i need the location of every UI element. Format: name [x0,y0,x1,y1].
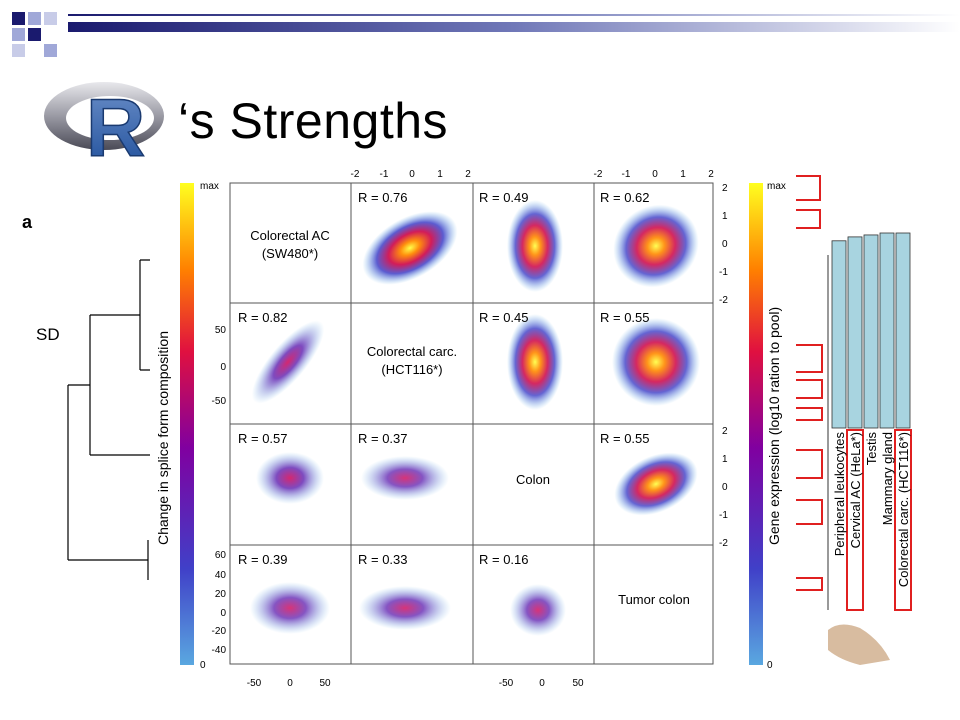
svg-text:-50: -50 [499,678,514,689]
header-rule [68,14,960,16]
bar [847,236,863,429]
diag-label-1a: Colorectal carc. [367,344,457,359]
bar-label: Cervical AC (HeLa*) [848,432,863,548]
corr-label: R = 0.37 [358,431,408,446]
corr-label: R = 0.62 [600,190,650,205]
matrix-grid [229,182,714,665]
corner-square-1 [12,12,25,25]
svg-text:0: 0 [220,608,226,619]
svg-text:-50: -50 [247,678,262,689]
svg-text:2: 2 [722,183,728,194]
svg-text:-2: -2 [594,169,603,180]
svg-text:50: 50 [319,678,331,689]
svg-text:0: 0 [539,678,545,689]
bottom-axis-ticks: -50 0 50 -50 0 50 [247,678,584,689]
corner-square-3 [44,12,57,25]
top-axis-ticks: -2 -1 0 1 2 -2 -1 0 1 2 [351,169,715,180]
bar-label: Testis [864,432,879,466]
svg-text:-2: -2 [719,295,728,306]
svg-text:-50: -50 [212,396,227,407]
svg-text:0: 0 [722,239,728,250]
correlation-labels: R = 0.76 R = 0.49 R = 0.62 R = 0.82 R = … [238,190,650,567]
svg-text:1: 1 [437,169,443,180]
corr-label: R = 0.45 [479,310,529,325]
panel-label: a [22,212,33,232]
right-colorbar-max: max [767,181,786,192]
svg-text:2: 2 [722,426,728,437]
diag-label-0a: Colorectal AC [250,228,329,243]
dendrogram-label: SD [36,325,60,344]
corner-square-6 [12,44,25,57]
svg-text:1: 1 [722,211,728,222]
svg-text:-40: -40 [212,645,227,656]
svg-text:-1: -1 [719,510,728,521]
svg-text:2: 2 [465,169,471,180]
right-colorbar [749,183,763,665]
left-axis-ticks: 50 0 -50 60 40 20 0 -20 -40 [212,325,227,656]
right-colorbar-min: 0 [767,660,773,671]
diag-label-2: Colon [516,472,550,487]
svg-text:-20: -20 [212,626,227,637]
svg-text:0: 0 [722,482,728,493]
svg-text:-2: -2 [719,538,728,549]
svg-text:0: 0 [287,678,293,689]
dendrogram [67,259,150,580]
svg-text:0: 0 [220,362,226,373]
bar-label: Colorectal carc. (HCT116*) [896,432,911,587]
corr-label: R = 0.16 [479,552,529,567]
header-band [68,22,960,32]
diag-label-1b: (HCT116*) [381,362,442,377]
corr-label: R = 0.76 [358,190,408,205]
corr-label: R = 0.82 [238,310,288,325]
svg-text:0: 0 [409,169,415,180]
right-axis-ticks: 2 1 0 -1 -2 2 1 0 -1 -2 [719,183,728,549]
diag-label-3: Tumor colon [618,592,690,607]
svg-text:0: 0 [652,169,658,180]
bar [879,232,895,429]
diag-label-0b: (SW480*) [262,246,318,261]
slide-title: ‘s Strengths [178,93,449,149]
r-logo-icon: R [44,82,164,166]
corr-label: R = 0.55 [600,310,650,325]
bar [895,232,911,429]
left-colorbar-label: Change in splice form composition [155,331,171,545]
svg-text:-1: -1 [622,169,631,180]
corr-label: R = 0.55 [600,431,650,446]
bar [831,240,847,429]
photo-fragment [828,624,890,665]
svg-text:1: 1 [680,169,686,180]
svg-text:20: 20 [215,589,227,600]
corr-label: R = 0.33 [358,552,408,567]
bar-chart: Peripheral leukocytes Cervical AC (HeLa*)… [827,232,912,611]
corr-label: R = 0.39 [238,552,288,567]
svg-text:2: 2 [708,169,714,180]
corner-square-4 [12,28,25,41]
bar [863,234,879,429]
corner-square-5 [28,28,41,41]
svg-text:-2: -2 [351,169,360,180]
left-colorbar-min: 0 [200,660,206,671]
corner-square-2 [28,12,41,25]
svg-text:1: 1 [722,454,728,465]
svg-text:50: 50 [215,325,227,336]
right-colorbar-label: Gene expression (log10 ration to pool) [766,307,782,545]
corr-label: R = 0.49 [479,190,529,205]
r-logo-letter: R [86,83,145,166]
svg-text:40: 40 [215,570,227,581]
svg-text:60: 60 [215,550,227,561]
corner-square-7 [44,44,57,57]
bar-label-box [894,429,912,611]
svg-text:50: 50 [572,678,584,689]
svg-text:-1: -1 [380,169,389,180]
corr-label: R = 0.57 [238,431,288,446]
bar-label-box [846,429,864,611]
svg-text:-1: -1 [719,267,728,278]
red-brackets [796,175,823,591]
bar-label: Peripheral leukocytes [832,432,847,557]
scatter-cells [250,200,700,636]
left-colorbar [180,183,194,665]
bar-label: Mammary gland [880,432,895,525]
left-colorbar-max: max [200,181,219,192]
